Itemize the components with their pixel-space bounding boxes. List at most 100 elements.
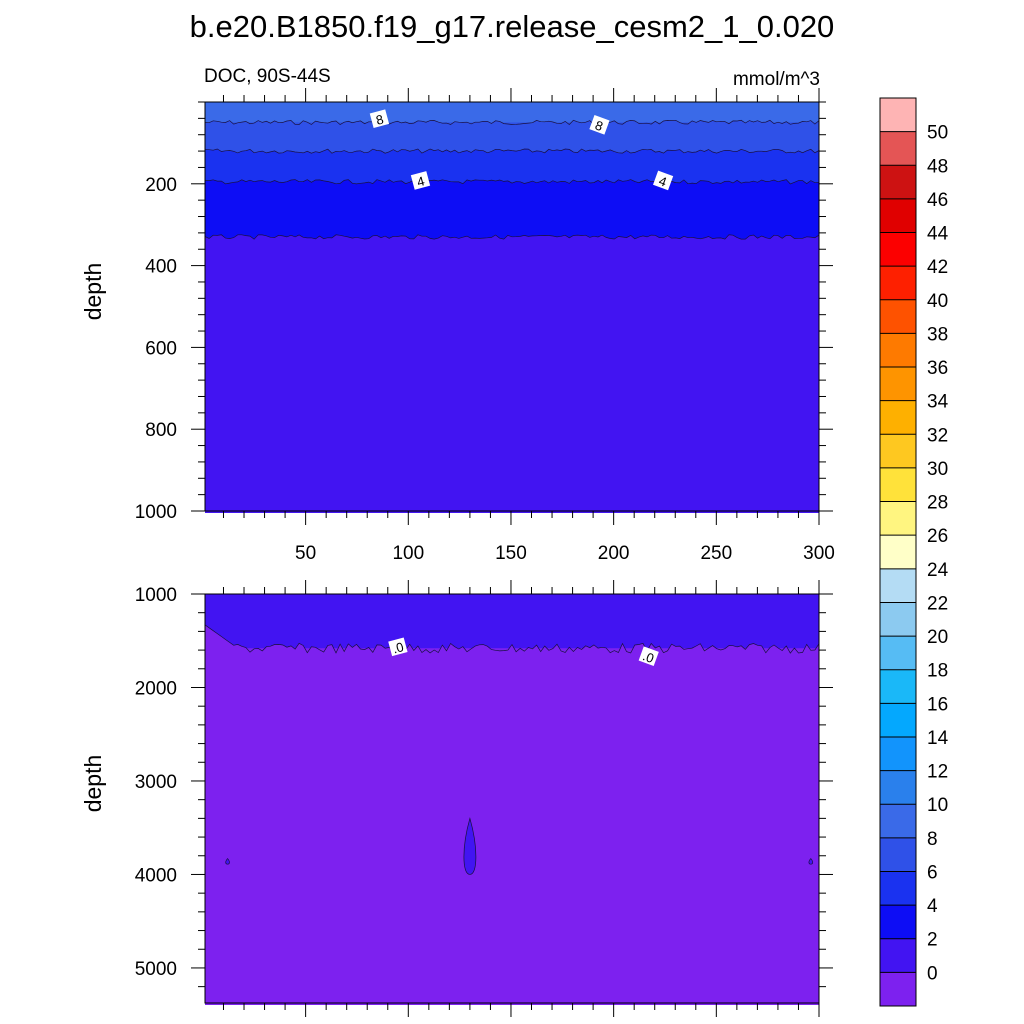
colorbar-tick-label: 46: [927, 190, 948, 211]
y-tick-label: 2000: [135, 678, 177, 699]
colorbar-tick-label: 26: [927, 526, 948, 547]
colorbar-tick-label: 10: [927, 795, 948, 816]
colorbar-swatch: [880, 972, 916, 1007]
x-tick-label: 250: [700, 543, 732, 564]
contour-label-1: 8: [369, 109, 390, 129]
colorbar-swatch: [880, 131, 916, 166]
contour-label-text: 8: [374, 111, 385, 127]
colorbar-swatch: [880, 736, 916, 772]
contour-feature-3: [808, 858, 814, 865]
y-tick-label: 4000: [135, 865, 177, 886]
colorbar-tick-label: 28: [927, 493, 948, 514]
colorbar-tick-label: 2: [927, 930, 938, 951]
colorbar-swatch: [880, 333, 916, 368]
colorbar-swatch: [880, 266, 916, 301]
contour-fill-4-6: [205, 149, 819, 184]
colorbar-swatch: [880, 232, 916, 267]
colorbar-tick-label: 34: [927, 392, 949, 413]
colorbar-swatch: [880, 804, 916, 839]
colorbar-swatch: [880, 770, 916, 805]
colorbar-frame: [879, 97, 917, 1007]
contour-band-8-10: [205, 102, 819, 125]
contour-fill-2-4: [205, 179, 819, 239]
colorbar-tick-label: 42: [927, 257, 948, 278]
colorbar-tick-label: 50: [927, 123, 948, 144]
colorbar-tick-label: 18: [927, 661, 948, 682]
contour-line: [205, 179, 820, 185]
plot-frame: [204, 101, 820, 512]
figure-title: b.e20.B1850.f19_g17.release_cesm2_1_0.02…: [190, 9, 835, 44]
colorbar-swatch: [880, 636, 916, 671]
colorbar-swatch: [880, 165, 916, 200]
colorbar-swatch: [880, 602, 916, 637]
y-axis-label: depth: [80, 263, 106, 321]
colorbar-tick-label: 36: [927, 358, 948, 379]
colorbar-tick-label: 14: [927, 728, 949, 749]
top-panel-left-title: DOC, 90S-44S: [204, 66, 331, 87]
colorbar-swatch: [880, 938, 916, 973]
contour-line: [204, 119, 820, 126]
colorbar-tick-label: 4: [927, 896, 938, 917]
contour-line: [204, 624, 820, 654]
colorbar-tick-label: 48: [927, 156, 948, 177]
contour-fill-6-8: [205, 120, 819, 154]
colorbar-swatch: [880, 905, 916, 940]
contour-label-4: 4: [653, 170, 674, 191]
y-tick-label: 200: [145, 175, 177, 196]
colorbar-tick-label: 12: [927, 762, 948, 783]
top-panel-units: mmol/m^3: [733, 69, 820, 90]
colorbar-swatch: [880, 400, 916, 435]
contour-line: [204, 148, 820, 154]
x-tick-label: 150: [495, 543, 527, 564]
contour-fill-0-2: [205, 234, 819, 514]
colorbar-tick-label: 0: [927, 963, 938, 984]
colorbar-tick-label: 30: [927, 459, 948, 480]
colorbar-tick-label: 38: [927, 324, 948, 345]
y-tick-label: 5000: [135, 959, 177, 980]
colorbar-tick-label: 22: [927, 593, 948, 614]
plot-frame: [204, 593, 820, 1004]
x-tick-label: 50: [295, 543, 316, 564]
contour-line: [204, 234, 820, 240]
y-tick-label: 1000: [135, 585, 177, 606]
colorbar-tick-label: 6: [927, 862, 938, 883]
contour-label-text: .0: [391, 639, 405, 656]
colorbar-swatch: [880, 535, 916, 570]
colorbar-swatch: [880, 837, 916, 872]
colorbar-swatch: [880, 434, 916, 469]
x-tick-label: 300: [803, 543, 835, 564]
colorbar-tick-label: 24: [927, 560, 949, 581]
contour-band-0-2: [205, 594, 819, 651]
contour-label-text: .0: [641, 648, 656, 666]
contour-feature-1: [463, 817, 477, 875]
y-tick-label: 800: [145, 420, 177, 441]
y-tick-label: 1000: [135, 502, 177, 523]
colorbar: 5048464442403836343230282624222018161412…: [879, 97, 949, 1007]
contour-label-2: 8: [589, 115, 610, 135]
contour-label-text: 8: [593, 117, 605, 134]
contour-label-3: 4: [410, 171, 431, 190]
colorbar-swatch: [880, 98, 916, 133]
y-tick-label: 3000: [135, 772, 177, 793]
x-tick-label: 200: [598, 543, 630, 564]
contour-panel-2: .0 .0 1000 2000 3000 4000 5000 depth: [80, 580, 833, 1017]
contour-label-text: 4: [657, 173, 669, 190]
colorbar-swatch: [880, 568, 916, 603]
contour-label-1: .0: [388, 637, 408, 656]
contour-panel-1: 8 8 4 4 200 400 600 800 1000 50 100 150 200 250 300 dep…: [80, 88, 835, 564]
colorbar-tick-label: 32: [927, 425, 948, 446]
y-tick-label: 400: [145, 257, 177, 278]
colorbar-swatch: [880, 871, 916, 906]
colorbar-tick-label: 40: [927, 291, 948, 312]
colorbar-swatch: [880, 467, 916, 503]
contour-feature-2: [225, 858, 230, 865]
colorbar-tick-label: 20: [927, 627, 948, 648]
colorbar-swatch: [880, 703, 916, 738]
colorbar-swatch: [880, 198, 916, 234]
contour-fill-<0-0: [205, 624, 819, 1005]
contour-label-text: 4: [415, 173, 426, 189]
colorbar-swatch: [880, 299, 916, 334]
y-tick-label: 600: [145, 338, 177, 359]
colorbar-swatch: [880, 669, 916, 704]
